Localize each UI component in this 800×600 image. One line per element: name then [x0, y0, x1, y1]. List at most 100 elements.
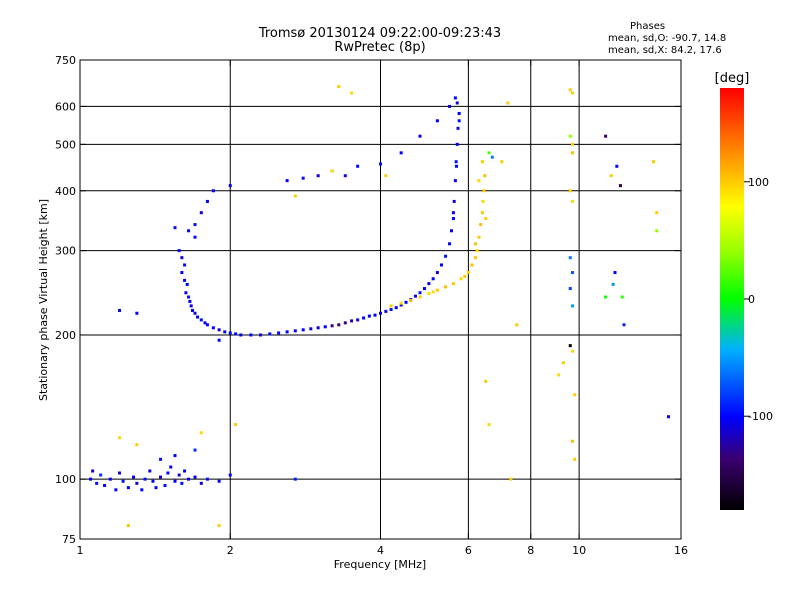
data-point: [618, 184, 622, 188]
data-point: [196, 315, 200, 319]
data-point: [611, 282, 615, 286]
data-point: [379, 311, 382, 315]
data-point: [451, 217, 455, 221]
chart-subtitle: RwPretec (8p): [334, 40, 426, 55]
x-tick-label: 1: [77, 544, 84, 557]
data-point: [217, 524, 221, 528]
data-point: [217, 328, 221, 332]
data-point: [173, 226, 177, 230]
data-point: [163, 483, 167, 487]
data-point: [435, 271, 439, 275]
data-point: [95, 481, 99, 485]
data-point: [453, 179, 457, 183]
data-point: [180, 256, 184, 260]
data-point: [140, 488, 144, 492]
data-point: [457, 111, 461, 115]
data-point: [343, 174, 347, 178]
data-point: [293, 194, 297, 198]
data-point: [373, 313, 377, 317]
data-point: [449, 229, 453, 233]
data-point: [217, 338, 221, 342]
data-point: [356, 164, 360, 168]
data-point: [228, 184, 232, 188]
data-point: [482, 189, 486, 193]
data-point: [367, 314, 371, 318]
data-point: [604, 134, 608, 138]
data-point: [568, 134, 572, 138]
data-point: [223, 330, 227, 334]
y-tick-label: 750: [55, 54, 76, 67]
data-point: [573, 457, 577, 461]
data-point: [384, 174, 388, 178]
data-point: [475, 249, 479, 253]
data-point: [413, 294, 417, 298]
data-point: [666, 415, 670, 419]
data-point: [389, 308, 393, 312]
data-point: [655, 211, 659, 215]
data-point: [379, 162, 382, 166]
data-point: [455, 164, 459, 168]
data-point: [159, 475, 163, 479]
data-point: [173, 454, 177, 458]
data-point: [459, 277, 463, 281]
data-point: [561, 361, 565, 365]
data-point: [126, 486, 130, 490]
data-point: [362, 316, 366, 320]
data-point: [568, 344, 572, 348]
colorbar-ticks: 100 0 -100: [744, 176, 773, 423]
data-point: [484, 217, 488, 221]
data-point: [135, 443, 139, 447]
y-tick-label: 100: [55, 473, 76, 486]
data-point: [180, 481, 184, 485]
data-point: [143, 477, 147, 481]
data-point: [418, 134, 422, 138]
data-point: [193, 311, 197, 315]
data-point: [285, 179, 289, 183]
data-point: [173, 479, 177, 483]
x-tick-label: 10: [572, 544, 586, 557]
data-point: [187, 295, 191, 299]
data-point: [184, 291, 188, 295]
data-point: [652, 160, 656, 164]
data-point: [481, 199, 485, 203]
data-point: [452, 199, 456, 203]
data-point: [350, 91, 354, 95]
phases-legend-line2: mean, sd,X: 84.2, 17.6: [608, 45, 722, 56]
data-point: [444, 254, 448, 258]
data-point: [515, 323, 519, 327]
data-point: [454, 160, 458, 164]
data-point: [249, 333, 253, 337]
data-point: [151, 479, 155, 483]
data-point: [480, 160, 484, 164]
data-point: [431, 277, 435, 281]
data-point: [135, 311, 139, 315]
data-point: [301, 328, 305, 332]
points-layer: [89, 85, 670, 528]
data-point: [466, 271, 470, 275]
data-point: [159, 457, 163, 461]
data-point: [177, 249, 181, 253]
data-point: [448, 104, 452, 108]
data-point: [455, 101, 459, 105]
data-point: [418, 291, 422, 295]
data-point: [479, 223, 483, 227]
data-point: [148, 469, 152, 473]
y-tick-label: 300: [55, 245, 76, 258]
data-point: [622, 323, 626, 327]
data-point: [571, 271, 575, 275]
data-point: [205, 323, 209, 327]
data-point: [103, 483, 107, 487]
y-axis-label: Stationary phase Virtual Height [km]: [37, 199, 50, 401]
data-point: [293, 329, 297, 333]
data-point: [399, 301, 403, 305]
data-point: [487, 423, 491, 427]
data-point: [187, 477, 191, 481]
data-point: [89, 477, 93, 481]
data-point: [337, 323, 341, 327]
x-tick-label: 6: [465, 544, 472, 557]
data-point: [268, 332, 272, 336]
data-point: [277, 331, 281, 335]
data-point: [199, 211, 203, 215]
data-point: [118, 436, 122, 440]
